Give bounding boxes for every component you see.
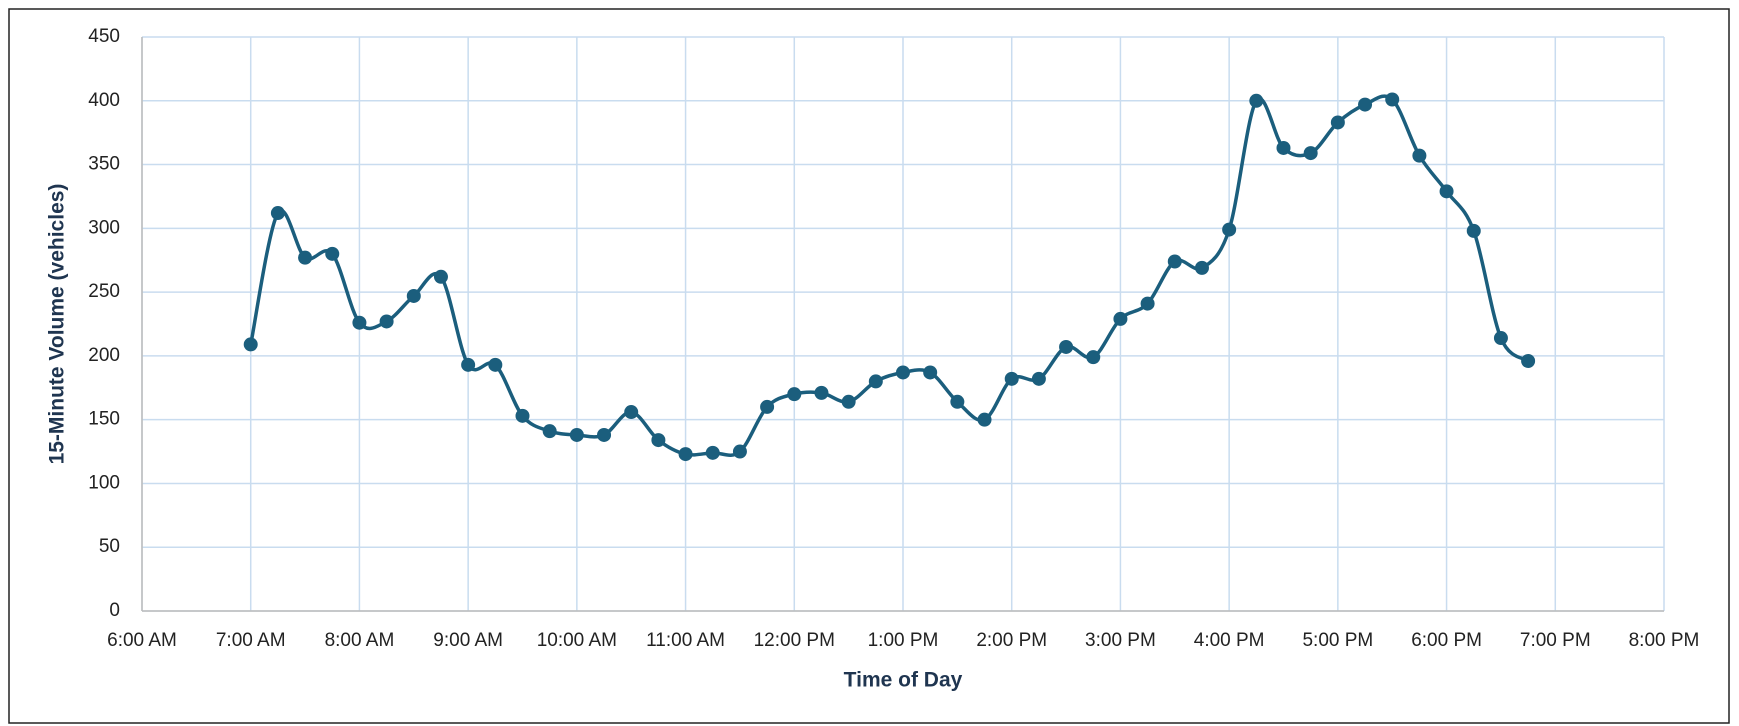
data-point [732, 444, 747, 459]
y-tick-label: 0 [109, 600, 120, 621]
x-tick-label: 11:00 AM [646, 630, 725, 651]
x-tick-label: 8:00 PM [1629, 630, 1700, 651]
data-point [597, 427, 612, 442]
x-tick-label: 9:00 AM [433, 630, 503, 651]
data-point [1358, 97, 1373, 112]
data-point [1004, 371, 1019, 386]
x-tick-label: 6:00 PM [1411, 630, 1482, 651]
data-point [1330, 115, 1345, 130]
y-tick-label: 400 [88, 90, 120, 111]
x-tick-label: 10:00 AM [537, 630, 617, 651]
data-point [515, 408, 530, 423]
x-axis-title: Time of Day [844, 669, 963, 692]
data-point [433, 269, 448, 284]
data-point [325, 246, 340, 261]
data-point [1412, 148, 1427, 163]
y-tick-label: 50 [99, 536, 120, 557]
x-tick-label: 5:00 PM [1302, 630, 1373, 651]
y-tick-label: 200 [88, 345, 120, 366]
data-point [243, 337, 258, 352]
data-point [787, 387, 802, 402]
data-point [868, 374, 883, 389]
data-point [814, 385, 829, 400]
data-point [1385, 92, 1400, 107]
data-point [923, 365, 938, 380]
y-tick-label: 300 [88, 217, 120, 238]
data-point [1303, 146, 1318, 161]
data-point [841, 394, 856, 409]
data-point [488, 357, 503, 372]
data-point [1167, 254, 1182, 269]
x-tick-label: 6:00 AM [107, 630, 177, 651]
data-point [760, 399, 775, 414]
data-point [270, 206, 285, 221]
data-point [461, 357, 476, 372]
data-point [1249, 93, 1264, 108]
x-tick-label: 8:00 AM [325, 630, 395, 651]
data-point [298, 250, 313, 265]
data-point [624, 405, 639, 420]
y-tick-label: 350 [88, 154, 120, 175]
data-point [1493, 331, 1508, 346]
data-point [678, 447, 693, 462]
chart-frame [8, 8, 1730, 724]
y-tick-label: 250 [88, 281, 120, 302]
data-point [1222, 222, 1237, 237]
data-point [569, 427, 584, 442]
x-tick-label: 3:00 PM [1085, 630, 1156, 651]
data-point [1086, 350, 1101, 365]
x-tick-label: 12:00 PM [754, 630, 835, 651]
data-point [1521, 353, 1536, 368]
data-point [1276, 140, 1291, 155]
data-point [1031, 371, 1046, 386]
data-point [406, 288, 421, 303]
x-tick-label: 7:00 PM [1520, 630, 1591, 651]
data-point [1140, 296, 1155, 311]
y-axis-title: 15-Minute Volume (vehicles) [46, 184, 69, 465]
y-tick-label: 100 [88, 472, 120, 493]
data-point [950, 394, 965, 409]
data-point [1059, 339, 1074, 354]
data-point [542, 424, 557, 439]
data-point [352, 315, 367, 330]
data-point [1439, 184, 1454, 199]
y-tick-label: 150 [88, 409, 120, 430]
data-point [1113, 311, 1128, 326]
x-tick-label: 7:00 AM [216, 630, 286, 651]
data-point [896, 365, 910, 380]
data-point [977, 412, 992, 427]
data-point [379, 314, 394, 329]
x-tick-label: 1:00 PM [868, 630, 939, 651]
data-point [1194, 260, 1209, 275]
x-tick-label: 2:00 PM [976, 630, 1047, 651]
data-point [651, 433, 666, 448]
x-tick-label: 4:00 PM [1194, 630, 1265, 651]
y-tick-label: 450 [88, 26, 120, 47]
data-point [1466, 223, 1481, 238]
data-point [705, 445, 720, 460]
